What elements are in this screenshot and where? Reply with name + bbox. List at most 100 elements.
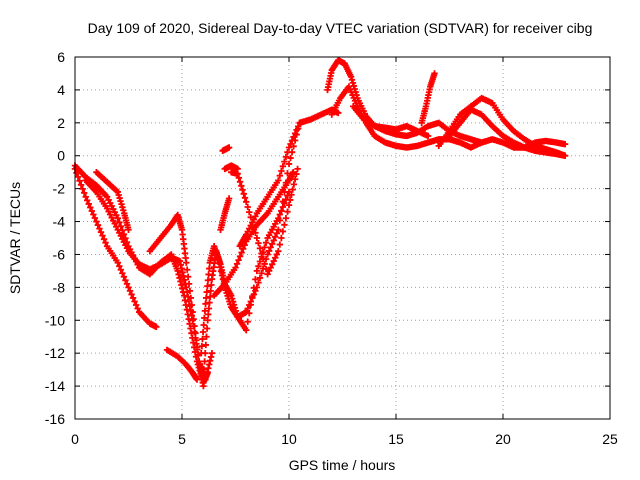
data-point	[198, 342, 206, 350]
data-point	[349, 79, 357, 87]
data-point	[176, 274, 183, 282]
data-point	[119, 204, 126, 211]
data-point	[267, 264, 274, 271]
data-point	[424, 132, 432, 140]
data-point	[250, 224, 258, 231]
tick-labels: 0 5 10 15 20 25 -16 -14 -12 -10 -8 -6 -4 -2 0 2 4 6	[45, 49, 618, 447]
data-point	[228, 295, 236, 302]
data-point	[253, 234, 261, 242]
data-point	[80, 189, 88, 197]
data-point	[200, 321, 207, 329]
data-point	[126, 287, 134, 295]
y-tick-label: -2	[53, 181, 66, 197]
series-track-2	[71, 162, 211, 386]
data-point	[247, 301, 254, 308]
data-point	[264, 251, 271, 258]
data-point	[93, 218, 100, 225]
data-point	[178, 281, 185, 289]
data-point	[278, 234, 285, 242]
data-point	[202, 349, 209, 357]
data-point	[181, 297, 189, 304]
y-tick-label: 6	[57, 49, 65, 65]
data-point	[96, 225, 103, 232]
data-point	[255, 263, 262, 270]
data-point	[207, 353, 215, 361]
series-track-16	[328, 83, 569, 151]
data-point	[129, 294, 137, 302]
data-point	[279, 228, 287, 235]
data-point	[118, 200, 125, 208]
data-point	[200, 366, 208, 373]
data-point	[205, 365, 212, 372]
series-track-7	[198, 106, 342, 357]
data-point	[249, 293, 256, 300]
data-point	[176, 257, 184, 265]
data-point	[258, 250, 265, 257]
data-point	[208, 349, 216, 357]
data-point	[194, 344, 201, 351]
data-point	[225, 195, 233, 202]
data-point	[478, 139, 485, 146]
data-point	[279, 163, 287, 170]
series-track-1	[71, 165, 160, 331]
data-point	[285, 144, 293, 151]
data-point	[132, 301, 140, 309]
data-point	[88, 207, 96, 215]
data-point	[293, 170, 300, 178]
data-point	[185, 298, 193, 305]
data-point	[228, 292, 235, 299]
data-point	[114, 215, 121, 222]
data-point	[252, 276, 259, 283]
data-point	[268, 240, 276, 248]
data-point	[232, 307, 240, 315]
data-point	[282, 153, 290, 161]
data-point	[82, 193, 89, 201]
data-point	[261, 244, 268, 251]
data-point	[288, 137, 296, 144]
data-point	[200, 374, 207, 382]
data-point	[200, 382, 207, 390]
data-point	[102, 239, 109, 246]
data-point	[241, 194, 249, 202]
y-tick-label: 2	[57, 115, 65, 131]
data-point	[273, 251, 280, 258]
data-point	[272, 254, 279, 261]
data-point	[74, 173, 82, 181]
y-axis-label: SDTVAR / TECUs	[7, 182, 23, 294]
data-point	[276, 211, 284, 218]
data-point	[289, 186, 296, 193]
data-point	[201, 314, 208, 322]
data-point	[192, 330, 199, 337]
data-point	[239, 245, 247, 253]
data-point	[284, 149, 291, 156]
data-point	[97, 228, 105, 236]
x-tick-label: 5	[178, 431, 186, 447]
data-point	[206, 265, 213, 272]
data-point	[281, 221, 288, 229]
data-point	[187, 294, 195, 302]
data-point	[203, 333, 210, 340]
x-tick-label: 20	[495, 431, 511, 447]
data-point	[120, 207, 127, 214]
data-point	[183, 306, 191, 313]
data-point	[261, 260, 268, 268]
data-point	[203, 288, 210, 296]
y-tick-label: -16	[45, 411, 65, 427]
data-point	[259, 255, 267, 262]
data-point	[191, 322, 198, 330]
data-point	[203, 325, 211, 332]
data-point	[116, 263, 123, 270]
data-point	[272, 233, 279, 241]
data-point	[204, 282, 211, 290]
data-point	[281, 158, 288, 165]
data-point	[270, 237, 277, 244]
series-track-8	[200, 188, 293, 382]
x-axis-label: GPS time / hours	[289, 457, 396, 473]
data-point	[188, 301, 195, 309]
series-track-13	[217, 195, 233, 233]
data-point	[282, 215, 290, 222]
data-point	[235, 174, 243, 182]
data-point	[175, 271, 182, 278]
data-point	[100, 235, 108, 243]
